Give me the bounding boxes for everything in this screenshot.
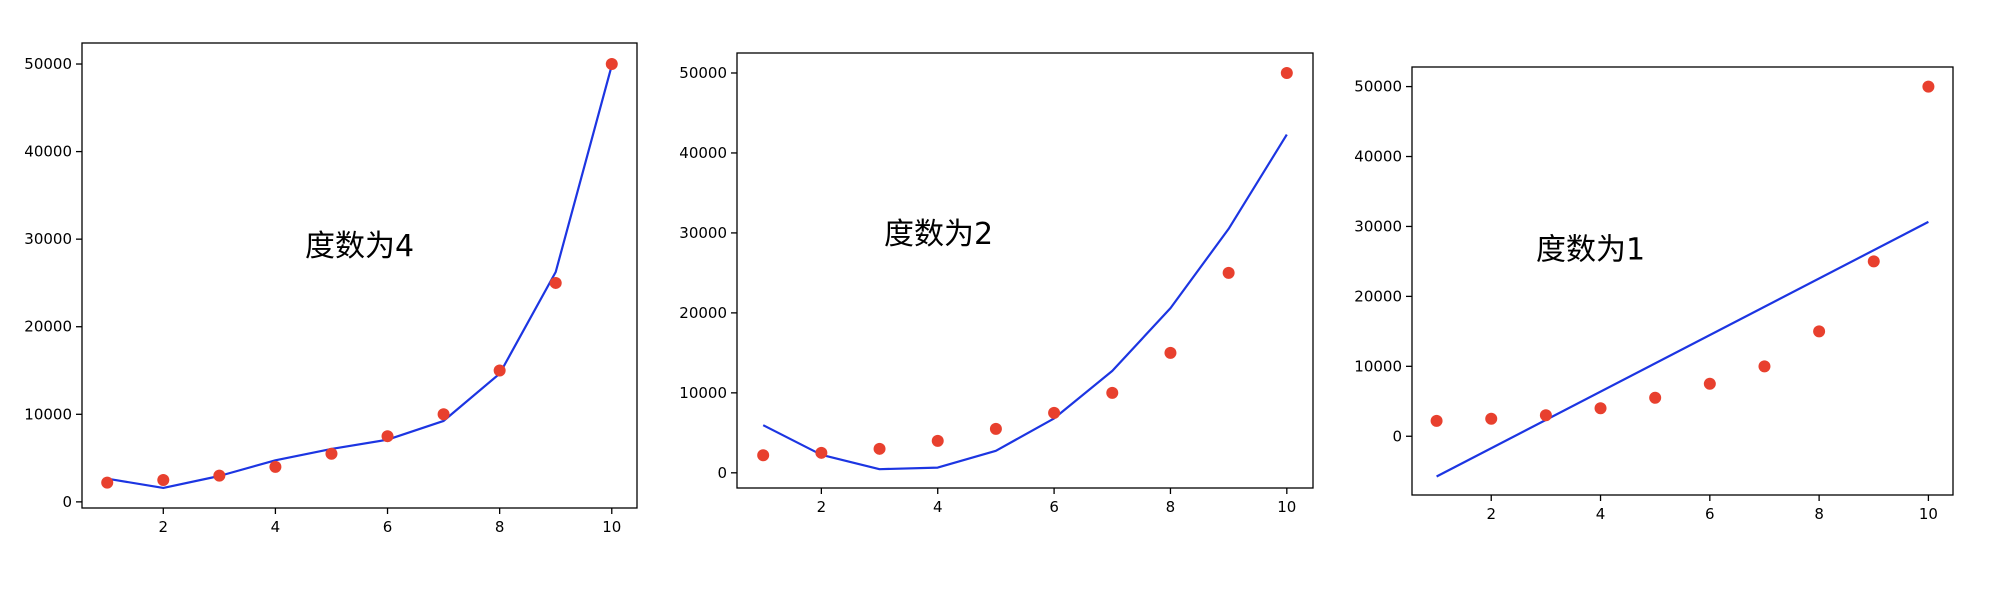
x-tick-label: 8	[1814, 505, 1824, 523]
x-tick-label: 8	[495, 518, 505, 536]
y-tick-label: 0	[1392, 427, 1402, 445]
data-point	[437, 408, 450, 421]
plot-frame	[1411, 66, 1954, 496]
degree-annotation: 度数为4	[305, 229, 414, 264]
data-point	[931, 434, 944, 447]
data-point	[1649, 391, 1662, 404]
data-point	[1048, 406, 1061, 419]
data-point	[757, 449, 770, 462]
y-tick-label: 10000	[24, 405, 72, 423]
data-point	[815, 446, 828, 459]
y-tick-label: 50000	[679, 64, 727, 82]
data-point	[873, 442, 886, 455]
plot-frame	[736, 52, 1314, 489]
x-tick-label: 2	[1486, 505, 1496, 523]
data-point	[269, 460, 282, 473]
data-point	[157, 473, 170, 486]
data-point	[1758, 360, 1771, 373]
x-tick-label: 4	[271, 518, 281, 536]
y-tick-label: 0	[717, 464, 727, 482]
y-tick-label: 20000	[24, 318, 72, 336]
data-point	[1539, 409, 1552, 422]
fit-line	[107, 65, 613, 489]
data-point	[1280, 66, 1293, 79]
x-tick-label: 2	[159, 518, 169, 536]
x-tick-label: 4	[933, 498, 943, 516]
y-tick-label: 30000	[679, 224, 727, 242]
data-point	[1922, 80, 1935, 93]
data-point	[381, 430, 394, 443]
y-tick-label: 50000	[1354, 78, 1402, 96]
data-point	[989, 422, 1002, 435]
x-tick-label: 10	[602, 518, 621, 536]
data-point	[1164, 346, 1177, 359]
y-tick-label: 40000	[679, 144, 727, 162]
data-point	[1867, 255, 1880, 268]
data-point	[493, 364, 506, 377]
data-point	[605, 58, 618, 71]
y-tick-label: 40000	[1354, 148, 1402, 166]
fit-line	[762, 134, 1288, 471]
x-tick-label: 10	[1919, 505, 1938, 523]
data-point	[325, 447, 338, 460]
y-tick-label: 0	[62, 493, 72, 511]
data-point	[213, 469, 226, 482]
x-tick-label: 6	[1705, 505, 1715, 523]
data-point	[549, 276, 562, 289]
y-tick-label: 10000	[1354, 357, 1402, 375]
data-point	[1222, 266, 1235, 279]
y-tick-label: 20000	[1354, 287, 1402, 305]
chart-degree-1: 2 4 6 8 10 0 10000 20000 30000 40000 50000 度数为1	[1354, 66, 1954, 523]
data-point	[1813, 325, 1826, 338]
y-tick-label: 50000	[24, 55, 72, 73]
data-point	[1430, 414, 1443, 427]
fit-line	[1436, 220, 1929, 478]
data-point	[1703, 377, 1716, 390]
x-tick-label: 4	[1596, 505, 1606, 523]
plot-frame	[81, 42, 638, 509]
data-point	[101, 476, 114, 489]
x-tick-label: 2	[817, 498, 827, 516]
data-point	[1485, 412, 1498, 425]
x-tick-label: 10	[1277, 498, 1296, 516]
y-tick-label: 40000	[24, 143, 72, 161]
data-point	[1106, 386, 1119, 399]
chart-degree-2: 2 4 6 8 10 0 10000 20000 30000 40000 50000 度数为2	[679, 52, 1314, 516]
data-point	[1594, 402, 1607, 415]
x-tick-label: 8	[1166, 498, 1176, 516]
chart-degree-4: 2 4 6 8 10 0 10000 20000 30000 40000 50000 度数为4	[24, 42, 638, 536]
x-tick-label: 6	[383, 518, 393, 536]
y-tick-label: 20000	[679, 304, 727, 322]
y-tick-label: 10000	[679, 384, 727, 402]
x-tick-label: 6	[1049, 498, 1059, 516]
y-tick-label: 30000	[1354, 217, 1402, 235]
degree-annotation: 度数为2	[884, 217, 993, 252]
y-tick-label: 30000	[24, 230, 72, 248]
degree-annotation: 度数为1	[1536, 233, 1645, 268]
